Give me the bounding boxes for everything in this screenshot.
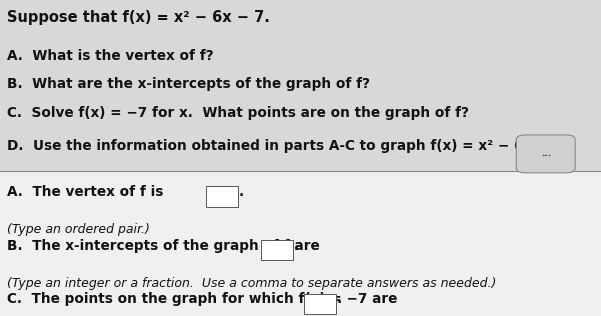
FancyBboxPatch shape bbox=[304, 294, 336, 314]
Text: Suppose that f(x) = x² − 6x − 7.: Suppose that f(x) = x² − 6x − 7. bbox=[7, 10, 270, 25]
Text: (Type an integer or a fraction.  Use a comma to separate answers as needed.): (Type an integer or a fraction. Use a co… bbox=[7, 276, 496, 289]
Text: .: . bbox=[337, 292, 342, 306]
Text: B.  The x-intercepts of the graph of f are: B. The x-intercepts of the graph of f ar… bbox=[7, 239, 320, 252]
Text: C.  The points on the graph for which f(x) = −7 are: C. The points on the graph for which f(x… bbox=[7, 292, 398, 306]
Text: .: . bbox=[239, 185, 244, 199]
Text: D.  Use the information obtained in parts A-C to graph f(x) = x² − 6x − 7.: D. Use the information obtained in parts… bbox=[7, 139, 568, 153]
Text: .: . bbox=[294, 239, 299, 252]
FancyBboxPatch shape bbox=[261, 240, 293, 260]
Text: B.  What are the x-intercepts of the graph of f?: B. What are the x-intercepts of the grap… bbox=[7, 77, 370, 91]
FancyBboxPatch shape bbox=[206, 186, 238, 207]
Text: C.  Solve f(x) = −7 for x.  What points are on the graph of f?: C. Solve f(x) = −7 for x. What points ar… bbox=[7, 106, 469, 120]
Text: A.  The vertex of f is: A. The vertex of f is bbox=[7, 185, 163, 199]
FancyBboxPatch shape bbox=[0, 171, 601, 316]
Text: (Type an ordered pair.): (Type an ordered pair.) bbox=[7, 223, 150, 236]
FancyBboxPatch shape bbox=[516, 135, 575, 173]
Text: ...: ... bbox=[541, 149, 551, 158]
FancyBboxPatch shape bbox=[0, 0, 601, 171]
Text: A.  What is the vertex of f?: A. What is the vertex of f? bbox=[7, 49, 214, 63]
